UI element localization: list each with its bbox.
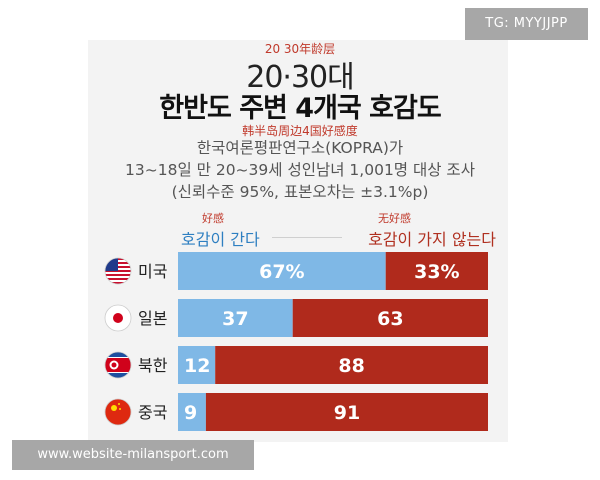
label-unfavorable-0: 33% bbox=[414, 261, 459, 283]
legend-unfavorable-annotation: 无好感 bbox=[378, 212, 411, 225]
label-favorable-2: 12 bbox=[184, 355, 210, 377]
age-group-label: 20·30대 bbox=[246, 60, 354, 95]
source-text: 한국여론평판연구소(KOPRA)가 bbox=[196, 139, 404, 157]
bar-unfavorable-2 bbox=[215, 346, 488, 384]
age-annotation: 20 30年龄层 bbox=[264, 42, 336, 56]
china-flag-icon bbox=[104, 398, 132, 426]
bar-favorable-3 bbox=[178, 393, 206, 431]
label-unfavorable-1: 63 bbox=[377, 308, 403, 330]
legend-divider bbox=[272, 237, 342, 238]
us-flag-icon bbox=[104, 257, 132, 285]
confidence-text: (신뢰수준 95%, 표본오차는 ±3.1%p) bbox=[171, 183, 429, 201]
bar-unfavorable-0 bbox=[385, 252, 488, 290]
bar-favorable-2 bbox=[178, 346, 216, 384]
bar-favorable-1 bbox=[178, 299, 293, 337]
chart-title: 한반도 주변 4개국 호감도 bbox=[159, 93, 441, 124]
label-unfavorable-2: 88 bbox=[338, 355, 364, 377]
title-annotation: 韩半岛周边4国好感度 bbox=[242, 124, 358, 138]
bar-unfavorable-1 bbox=[292, 299, 488, 337]
legend-favorable: 호감이 간다 bbox=[181, 230, 260, 249]
label-favorable-3: 9 bbox=[184, 402, 197, 424]
north-korea-flag-icon bbox=[104, 351, 132, 379]
legend-unfavorable: 호감이 가지 않는다 bbox=[368, 230, 496, 249]
footer-url: www.website-milansport.com bbox=[12, 440, 254, 470]
label-favorable-0: 67% bbox=[259, 261, 304, 283]
watermark: TG: MYYJJPP bbox=[465, 8, 588, 40]
category-label-3: 중국 bbox=[138, 403, 167, 422]
category-label-1: 일본 bbox=[138, 309, 167, 328]
label-unfavorable-3: 91 bbox=[334, 402, 360, 424]
category-label-2: 북한 bbox=[138, 356, 168, 375]
japan-flag-icon bbox=[104, 304, 132, 332]
survey-text: 13~18일 만 20~39세 성인남녀 1,001명 대상 조사 bbox=[125, 161, 475, 179]
label-favorable-1: 37 bbox=[222, 308, 248, 330]
legend-favorable-annotation: 好感 bbox=[202, 212, 224, 225]
category-label-0: 미국 bbox=[138, 262, 167, 281]
bar-favorable-0 bbox=[178, 252, 386, 290]
bar-unfavorable-3 bbox=[205, 393, 488, 431]
